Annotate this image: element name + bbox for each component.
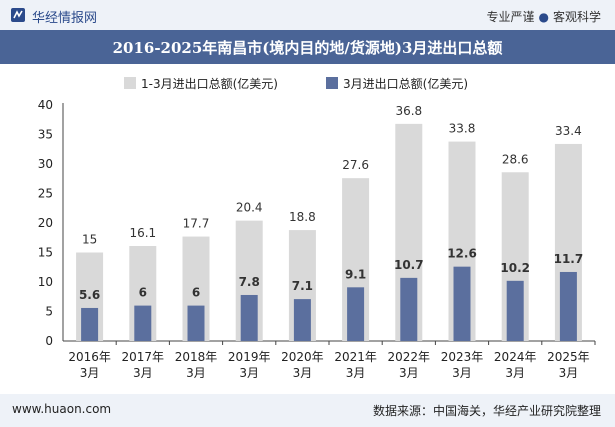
bar-march bbox=[506, 280, 524, 341]
y-tick-label: 30 bbox=[38, 157, 53, 171]
data-label-total: 18.8 bbox=[289, 210, 316, 224]
title-bar bbox=[0, 30, 615, 64]
huajing-logo-icon bbox=[11, 8, 25, 22]
x-tick-label: 2023年 3月 bbox=[441, 350, 484, 380]
bar-march bbox=[347, 287, 365, 341]
data-label-total: 16.1 bbox=[129, 226, 156, 240]
bar-march bbox=[400, 277, 418, 341]
data-label-total: 20.4 bbox=[236, 201, 263, 215]
bullet-dot-icon: ● bbox=[538, 10, 549, 24]
data-label-march: 10.2 bbox=[500, 261, 530, 275]
footer-bar bbox=[0, 394, 615, 427]
x-tick-label: 2025年 3月 bbox=[547, 350, 590, 380]
bar-march bbox=[187, 305, 205, 341]
data-label-total: 27.6 bbox=[342, 158, 369, 172]
x-tick-label: 2019年 3月 bbox=[228, 350, 271, 380]
y-tick-label: 35 bbox=[38, 128, 53, 142]
tagline-left: 专业严谨 bbox=[486, 10, 535, 24]
legend-swatch-total bbox=[124, 77, 136, 89]
y-tick-label: 10 bbox=[38, 275, 53, 289]
y-tick-label: 20 bbox=[38, 216, 53, 230]
y-tick-label: 40 bbox=[38, 98, 53, 112]
data-label-march: 6 bbox=[192, 286, 200, 300]
legend-label-march: 3月进出口总额(亿美元) bbox=[343, 76, 468, 91]
x-tick-label: 2017年 3月 bbox=[122, 350, 165, 380]
y-tick-label: 0 bbox=[45, 334, 53, 348]
data-label-march: 6 bbox=[139, 286, 147, 300]
tagline: 专业严谨 ● 客观科学 bbox=[486, 8, 601, 25]
data-label-total: 33.4 bbox=[555, 124, 582, 138]
data-label-march: 12.6 bbox=[447, 247, 477, 261]
data-label-total: 17.7 bbox=[183, 217, 210, 231]
x-tick-label: 2020年 3月 bbox=[281, 350, 324, 380]
x-tick-label: 2022年 3月 bbox=[388, 350, 431, 380]
data-label-total: 15 bbox=[82, 233, 97, 247]
y-tick-label: 5 bbox=[45, 305, 53, 319]
x-tick-label: 2016年 3月 bbox=[68, 350, 111, 380]
bar-march bbox=[134, 305, 152, 341]
data-label-total: 28.6 bbox=[502, 152, 529, 166]
bar-chart: 0 5 10 15 20 25 30 35 40 15 5.6 2016年 3月 16.1 6 2017年 3月… bbox=[38, 76, 596, 380]
x-tick-label: 2021年 3月 bbox=[334, 350, 377, 380]
chart-title: 2016-2025年南昌市(境内目的地/货源地)3月进出口总额 bbox=[112, 39, 503, 57]
data-label-total: 36.8 bbox=[395, 104, 422, 118]
data-label-march: 7.1 bbox=[292, 279, 313, 293]
data-label-march: 11.7 bbox=[554, 252, 584, 266]
y-tick-label: 15 bbox=[38, 246, 53, 260]
top-bar bbox=[0, 0, 615, 30]
legend-label-total: 1-3月进出口总额(亿美元) bbox=[141, 76, 278, 91]
y-tick-label: 25 bbox=[38, 187, 53, 201]
data-label-march: 9.1 bbox=[345, 267, 366, 281]
footer-url-link[interactable]: www.huaon.com bbox=[12, 402, 112, 416]
site-name[interactable]: 华经情报网 bbox=[32, 11, 98, 26]
bar-march bbox=[453, 266, 471, 341]
data-label-march: 7.8 bbox=[239, 275, 260, 289]
tagline-right: 客观科学 bbox=[552, 10, 601, 24]
bar-march bbox=[240, 294, 258, 341]
bar-march bbox=[559, 271, 577, 341]
data-label-march: 5.6 bbox=[79, 288, 100, 302]
data-label-total: 33.8 bbox=[449, 122, 476, 136]
data-label-march: 10.7 bbox=[394, 258, 424, 272]
data-source-note: 数据来源：中国海关，华经产业研究院整理 bbox=[372, 404, 601, 418]
x-tick-label: 2018年 3月 bbox=[175, 350, 218, 380]
bar-march bbox=[293, 299, 311, 341]
bar-march bbox=[81, 307, 99, 341]
legend-swatch-march bbox=[326, 77, 338, 89]
x-tick-label: 2024年 3月 bbox=[494, 350, 537, 380]
